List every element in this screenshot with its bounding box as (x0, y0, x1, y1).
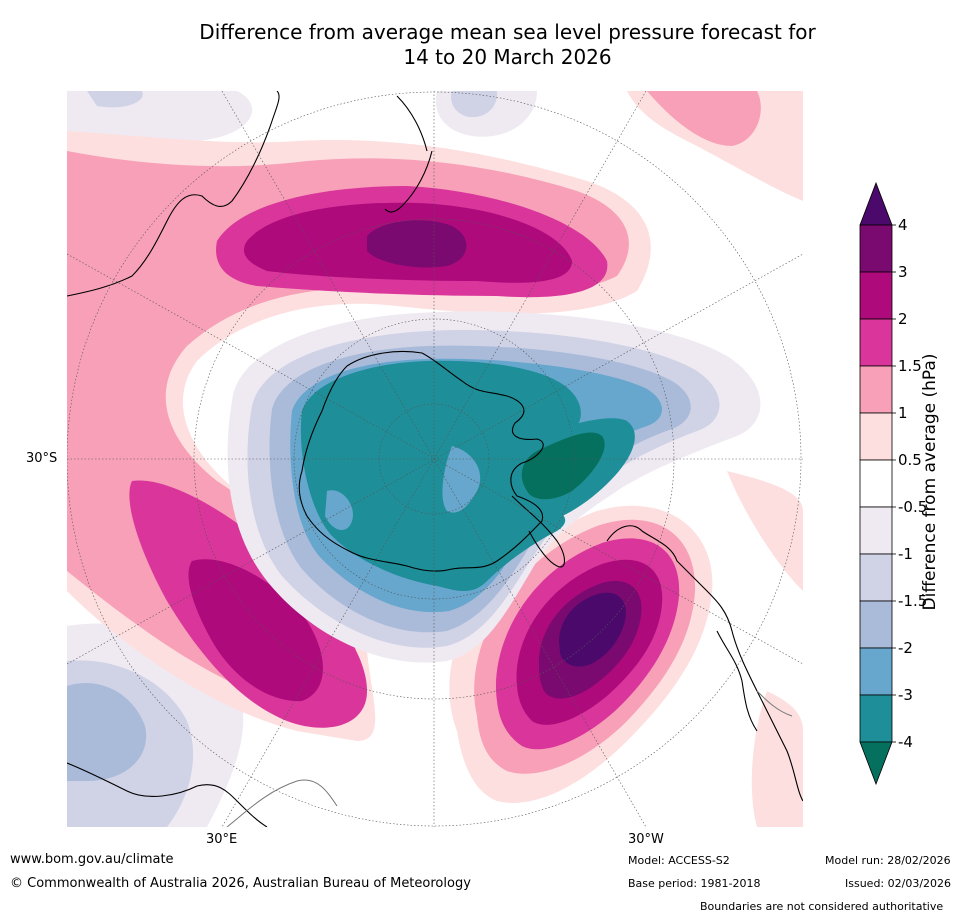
colorbar-tick-label: -3 (898, 686, 913, 704)
boundaries-disclaimer: Boundaries are not considered authoritat… (700, 900, 944, 913)
colorbar-band (859, 459, 893, 508)
graticule (67, 91, 803, 827)
pressure-anomaly-map (67, 91, 803, 827)
positive-anomaly-southwest (129, 480, 367, 728)
copyright-text: © Commonwealth of Australia 2026, Austra… (10, 876, 471, 891)
colorbar-tick-label: 2 (898, 310, 908, 328)
chart-title: Difference from average mean sea level p… (90, 20, 925, 70)
issued-date: Issued: 02/03/2026 (845, 877, 952, 890)
colorbar-band-top (859, 181, 893, 226)
longitude-label-30e: 30°E (206, 832, 238, 847)
longitude-label-30w: 30°W (628, 832, 664, 847)
colorbar-tick-label: -2 (898, 639, 913, 657)
website-link[interactable]: www.bom.gov.au/climate (10, 852, 174, 867)
latitude-label-30s: 30°S (26, 451, 58, 466)
colorbar-tick-label: -4 (898, 733, 913, 751)
colorbar-band (859, 600, 893, 649)
model-name: Model: ACCESS-S2 (628, 854, 730, 867)
negative-anomaly-northwest (67, 91, 537, 146)
country-borders (226, 690, 793, 827)
colorbar-title-text: Difference from average (hPa) (920, 353, 940, 611)
colorbar-band (859, 224, 893, 273)
colorbar-tick-label: -1 (898, 545, 913, 563)
title-line-1: Difference from average mean sea level p… (199, 20, 816, 44)
colorbar-tick-label: 1.5 (898, 357, 922, 375)
negative-anomaly-antarctica (227, 311, 761, 663)
colorbar-band (859, 365, 893, 414)
model-run-date: Model run: 28/02/2026 (825, 854, 951, 867)
colorbar-band (859, 694, 893, 743)
colorbar-tick-label: 0.5 (898, 451, 922, 469)
positive-anomaly-northeast (627, 91, 803, 827)
colorbar-tick-label: 4 (898, 216, 908, 234)
colorbar-tick-label: 1 (898, 404, 908, 422)
colorbar-tick-label: -1.5 (898, 592, 927, 610)
colorbar: 4 3 2 1.5 1 0.5 -0.5 -1 -1.5 -2 -3 -4 (855, 180, 965, 786)
colorbar-band (859, 553, 893, 602)
positive-anomaly-north (216, 186, 608, 298)
colorbar-tick-label: -0.5 (898, 498, 927, 516)
colorbar-band (859, 412, 893, 461)
coastlines (67, 91, 803, 827)
colorbar-band (859, 271, 893, 320)
colorbar-band-bottom (859, 741, 893, 786)
colorbar-band (859, 647, 893, 696)
title-line-2: 14 to 20 March 2026 (403, 45, 612, 69)
colorbar-tick-label: 3 (898, 263, 908, 281)
colorbar-band (859, 318, 893, 367)
negative-anomaly-southwest (67, 623, 244, 827)
colorbar-band (859, 506, 893, 555)
base-period: Base period: 1981-2018 (628, 877, 761, 890)
